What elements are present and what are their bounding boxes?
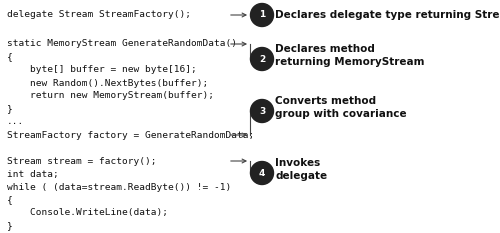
Text: {: { bbox=[7, 52, 13, 62]
Text: group with covariance: group with covariance bbox=[275, 109, 406, 119]
Text: delegate Stream StreamFactory();: delegate Stream StreamFactory(); bbox=[7, 10, 191, 20]
Text: 2: 2 bbox=[259, 55, 265, 64]
Text: Console.WriteLine(data);: Console.WriteLine(data); bbox=[7, 209, 168, 217]
Text: {: { bbox=[7, 195, 13, 205]
Text: return new MemoryStream(buffer);: return new MemoryStream(buffer); bbox=[7, 92, 214, 100]
Circle shape bbox=[250, 99, 274, 123]
Text: 3: 3 bbox=[259, 106, 265, 116]
Text: 4: 4 bbox=[259, 168, 265, 178]
Circle shape bbox=[250, 48, 274, 71]
Text: 1: 1 bbox=[259, 10, 265, 20]
Text: Invokes: Invokes bbox=[275, 158, 320, 168]
Text: Declares method: Declares method bbox=[275, 44, 375, 54]
Text: }: } bbox=[7, 222, 13, 230]
Text: returning MemoryStream: returning MemoryStream bbox=[275, 57, 424, 67]
Text: int data;: int data; bbox=[7, 169, 59, 178]
Text: Declares delegate type returning Stream: Declares delegate type returning Stream bbox=[275, 10, 500, 20]
Text: Converts method: Converts method bbox=[275, 96, 376, 106]
Text: Stream stream = factory();: Stream stream = factory(); bbox=[7, 157, 156, 165]
Text: }: } bbox=[7, 104, 13, 113]
Text: byte[] buffer = new byte[16];: byte[] buffer = new byte[16]; bbox=[7, 65, 197, 75]
Text: ...: ... bbox=[7, 117, 24, 127]
Text: while ( (data=stream.ReadByte()) != -1): while ( (data=stream.ReadByte()) != -1) bbox=[7, 182, 231, 192]
Text: StreamFactory factory = GenerateRandomData;: StreamFactory factory = GenerateRandomDa… bbox=[7, 130, 254, 140]
Text: new Random().NextBytes(buffer);: new Random().NextBytes(buffer); bbox=[7, 79, 208, 88]
Text: delegate: delegate bbox=[275, 171, 327, 181]
Circle shape bbox=[250, 3, 274, 27]
Text: static MemoryStream GenerateRandomData(): static MemoryStream GenerateRandomData() bbox=[7, 40, 237, 48]
Circle shape bbox=[250, 161, 274, 185]
